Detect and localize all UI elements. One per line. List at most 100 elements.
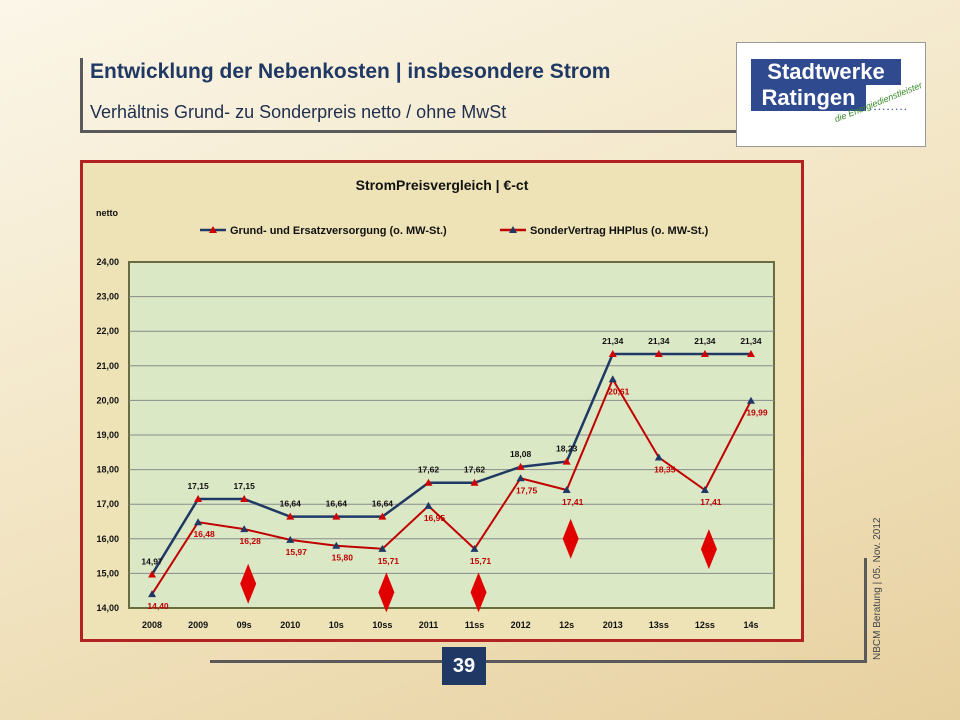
logo-dots: .........: [869, 99, 909, 113]
data-label-1: 16,28: [240, 536, 262, 546]
data-label-0: 18,08: [510, 449, 532, 459]
data-label-1: 17,75: [516, 485, 538, 495]
data-point-1: [654, 453, 663, 461]
y-tick-label: 16,00: [96, 534, 119, 544]
data-label-1: 18,35: [654, 464, 676, 474]
x-tick-label: 10s: [329, 620, 344, 630]
x-tick-label: 11ss: [465, 620, 485, 630]
data-point-1: [746, 396, 755, 404]
slide-title: Entwicklung der Nebenkosten | insbesonde…: [90, 60, 611, 83]
legend-marker-0: [209, 226, 217, 233]
data-point-1: [286, 535, 295, 543]
footer-vertical-rule: [864, 558, 867, 662]
data-label-0: 21,34: [694, 336, 716, 346]
x-tick-label: 12ss: [695, 620, 715, 630]
x-tick-label: 2013: [603, 620, 623, 630]
data-label-1: 15,71: [378, 556, 400, 566]
data-point-0: [424, 478, 433, 486]
slide-subtitle: Verhältnis Grund- zu Sonderpreis netto /…: [90, 102, 507, 122]
x-tick-label: 2010: [280, 620, 300, 630]
data-point-1: [194, 518, 203, 526]
data-point-1: [700, 486, 709, 494]
diamond-marker: [240, 563, 257, 604]
data-point-0: [746, 350, 755, 358]
side-note: NBCM Beratung | 05. Nov. 2012: [872, 517, 883, 661]
data-label-0: 17,15: [187, 481, 209, 491]
x-tick-label: 13ss: [649, 620, 669, 630]
data-label-0: 17,62: [464, 465, 486, 475]
series-line-1: [151, 377, 752, 595]
data-label-0: 21,34: [602, 336, 624, 346]
data-label-1: 17,41: [700, 497, 722, 507]
data-label-0: 17,62: [418, 465, 440, 475]
data-point-0: [516, 462, 525, 470]
data-label-0: 14,97: [141, 556, 163, 566]
data-label-0: 17,15: [234, 481, 256, 491]
y-tick-label: 20,00: [96, 395, 119, 405]
data-point-0: [654, 350, 663, 358]
y-tick-label: 17,00: [96, 499, 119, 509]
data-label-1: 14,40: [147, 601, 169, 611]
x-tick-label: 09s: [237, 620, 252, 630]
data-label-0: 18,23: [556, 444, 578, 454]
data-point-1: [378, 544, 387, 552]
data-point-1: [148, 590, 157, 598]
y-axis-label: netto: [96, 208, 118, 218]
data-label-1: 16,95: [424, 513, 446, 523]
data-label-1: 19,99: [746, 408, 768, 418]
y-tick-label: 23,00: [96, 292, 119, 302]
x-tick-label: 2008: [142, 620, 162, 630]
legend-entry-0: Grund- und Ersatzversorgung (o. MW-St.): [230, 225, 447, 237]
data-point-1: [424, 501, 433, 509]
y-tick-label: 15,00: [96, 568, 119, 578]
data-label-0: 16,64: [326, 499, 348, 509]
data-point-1: [240, 525, 249, 533]
data-point-0: [286, 512, 295, 520]
data-point-0: [470, 478, 479, 486]
stadtwerke-logo: Stadtwerke Ratingen ......... die Energi…: [736, 42, 926, 147]
header-vertical-rule: [80, 58, 83, 132]
data-label-1: 17,41: [562, 497, 584, 507]
diamond-marker: [700, 529, 717, 570]
data-point-0: [148, 570, 157, 578]
data-label-0: 21,34: [648, 336, 670, 346]
data-label-1: 15,71: [470, 556, 492, 566]
x-tick-label: 2009: [188, 620, 208, 630]
x-tick-label: 12s: [559, 620, 574, 630]
x-tick-label: 2011: [419, 620, 439, 630]
data-label-0: 16,64: [280, 499, 302, 509]
chart-title: StromPreisvergleich | €-ct: [356, 177, 529, 193]
data-point-0: [194, 495, 203, 503]
data-label-1: 15,80: [332, 553, 354, 563]
x-tick-label: 2012: [511, 620, 531, 630]
y-tick-label: 22,00: [96, 326, 119, 336]
x-tick-label: 10ss: [372, 620, 392, 630]
legend-entry-1: SonderVertrag HHPlus (o. MW-St.): [530, 225, 709, 237]
diamond-marker: [470, 572, 487, 613]
x-tick-label: 14s: [743, 620, 758, 630]
data-point-0: [378, 512, 387, 520]
logo-line1: Stadtwerke: [751, 59, 901, 85]
data-point-0: [332, 512, 341, 520]
diamond-marker: [562, 518, 579, 559]
y-tick-label: 18,00: [96, 465, 119, 475]
data-label-0: 16,64: [372, 499, 394, 509]
data-point-0: [608, 350, 617, 358]
footer-horizontal-rule: [210, 660, 867, 663]
logo-line2: Ratingen: [751, 85, 866, 111]
data-point-1: [332, 541, 341, 549]
series-line-0: [150, 352, 751, 576]
data-point-0: [700, 350, 709, 358]
y-tick-label: 14,00: [96, 603, 119, 613]
data-point-1: [516, 474, 525, 482]
data-point-0: [562, 457, 571, 465]
header-horizontal-rule: [80, 130, 736, 133]
page-number: 39: [442, 647, 486, 685]
y-tick-label: 19,00: [96, 430, 119, 440]
y-tick-label: 24,00: [96, 257, 119, 267]
data-label-1: 16,48: [193, 529, 215, 539]
data-label-1: 15,97: [286, 547, 308, 557]
data-point-0: [240, 495, 249, 503]
legend-marker-1: [509, 226, 517, 233]
diamond-marker: [378, 572, 395, 613]
